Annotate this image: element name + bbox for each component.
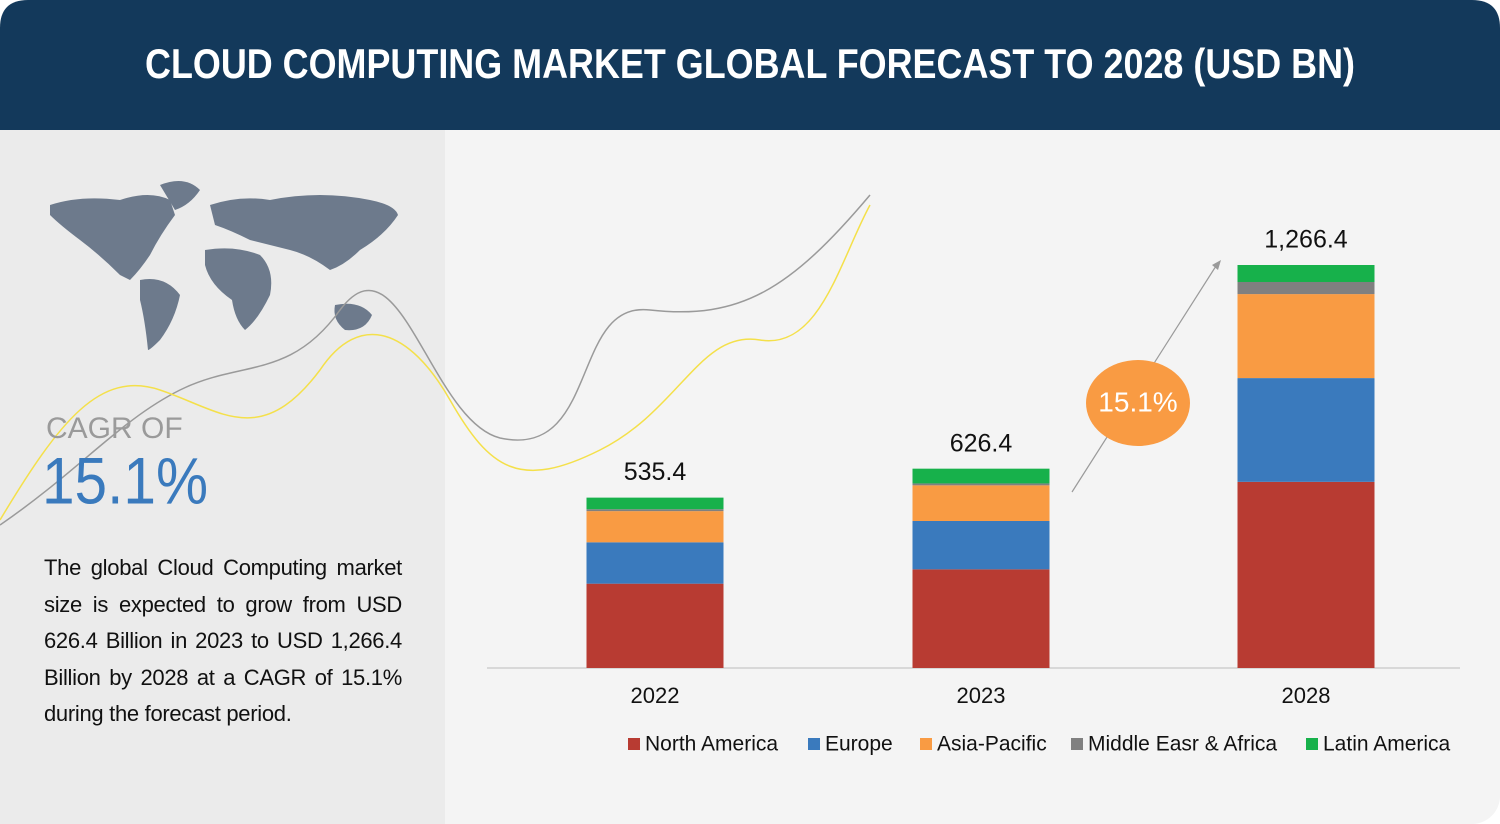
bar-segment (912, 485, 1050, 521)
legend-swatch (1306, 738, 1318, 750)
bar-segment (1237, 294, 1375, 379)
bar-segment (586, 583, 724, 668)
cagr-bubble (1086, 360, 1190, 446)
header-title: CLOUD COMPUTING MARKET GLOBAL FORECAST T… (145, 40, 1355, 87)
bar-segment (586, 542, 724, 584)
legend-label: Europe (825, 733, 893, 756)
bar-segment (912, 520, 1050, 570)
bar-segment (586, 511, 724, 543)
bar-segment (586, 497, 724, 510)
total-label: 626.4 (950, 429, 1013, 457)
deco-curve (0, 194, 871, 526)
x-tick-label: 2028 (1282, 683, 1331, 708)
x-tick-label: 2023 (957, 683, 1006, 708)
header-band (0, 0, 1500, 130)
bar-segment (1237, 378, 1375, 482)
legend-swatch (628, 738, 640, 750)
legend-swatch (1071, 738, 1083, 750)
arrow-head (1212, 260, 1221, 270)
bar-segment (586, 509, 724, 512)
world-map (50, 181, 398, 350)
bar-segment (912, 483, 1050, 486)
cagr-bubble-label: 15.1% (1098, 386, 1177, 417)
bar-segment (1237, 281, 1375, 295)
description: The global Cloud Computing market size i… (44, 555, 402, 726)
x-tick-label: 2022 (631, 683, 680, 708)
bar-segment (1237, 481, 1375, 668)
total-label: 1,266.4 (1264, 226, 1348, 254)
legend-swatch (808, 738, 820, 750)
legend-label: Middle Easr & Africa (1088, 733, 1277, 756)
legend-label: North America (645, 733, 778, 756)
deco-curve (0, 204, 871, 521)
bar-segment (912, 569, 1050, 668)
total-label: 535.4 (624, 458, 687, 486)
legend-label: Asia-Pacific (937, 733, 1047, 756)
legend-label: Latin America (1323, 733, 1451, 756)
legend-swatch (920, 738, 932, 750)
cagr-value: 15.1% (42, 443, 208, 517)
bar-segment (912, 468, 1050, 484)
bar-segment (1237, 265, 1375, 282)
cagr-label: CAGR OF (46, 412, 183, 445)
